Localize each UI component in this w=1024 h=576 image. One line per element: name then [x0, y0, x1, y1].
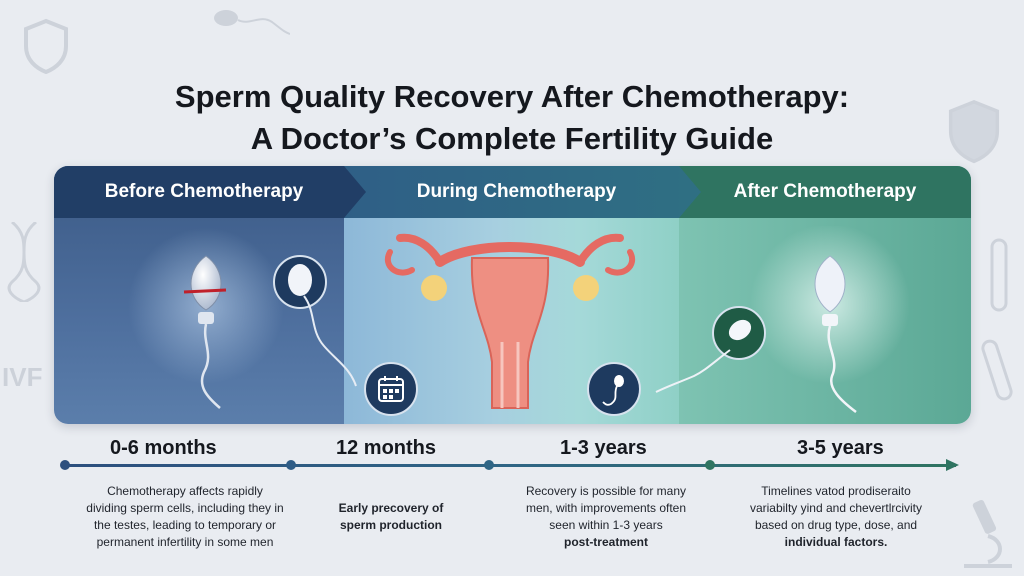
description-during-recovery: Recovery is possible for many men, with …: [525, 484, 687, 549]
sperm-icon: [587, 362, 641, 416]
ivf-label: IVF: [2, 362, 43, 392]
microscope-icon: [964, 499, 1012, 568]
title-line-1: Sperm Quality Recovery After Chemotherap…: [174, 79, 850, 114]
timeline-dot: [705, 460, 715, 470]
dna-icon: [7, 222, 41, 302]
shield-icon: [24, 18, 68, 74]
sperm-icon: [273, 255, 357, 387]
uterus-illustration: [385, 233, 635, 409]
healthy-sperm-illustration: [750, 226, 910, 413]
description-after: Timelines vatod prodiseraito variabilty …: [749, 484, 923, 549]
test-tube-icon: [981, 339, 1013, 401]
arrow-divider: [679, 166, 701, 218]
title-line-2: A Doctor’s Complete Fertility Guide: [250, 121, 774, 156]
description-before: Chemotherapy affects rapidly dividing sp…: [86, 484, 284, 549]
milestone-label: 0-6 months: [110, 437, 217, 459]
timeline-arrowhead: [946, 459, 959, 471]
test-tube-icon: [990, 238, 1008, 312]
milestone-label: 12 months: [336, 437, 437, 459]
sperm-tail: [655, 349, 731, 393]
phase-header-during: During Chemotherapy: [344, 166, 689, 218]
timeline-dot: [60, 460, 70, 470]
timeline-axis: [64, 464, 956, 467]
milestone-label: 1-3 years: [560, 437, 647, 459]
arrow-divider: [344, 166, 366, 218]
phase-header-after: After Chemotherapy: [679, 166, 971, 218]
sperm-icon: [214, 10, 290, 35]
sperm-icon: [712, 306, 766, 360]
shield-icon: [948, 99, 1000, 164]
phase-panel: Before Chemotherapy During Chemotherapy …: [54, 166, 971, 424]
page-title: Sperm Quality Recovery After Chemotherap…: [0, 76, 1024, 160]
timeline-dot: [484, 460, 494, 470]
calendar-icon: [364, 362, 418, 416]
timeline-dot: [286, 460, 296, 470]
milestone-label: 3-5 years: [797, 437, 884, 459]
description-during-early: Early precovery of sperm production: [338, 501, 444, 532]
phase-header-before: Before Chemotherapy: [54, 166, 354, 218]
damaged-sperm-illustration: [128, 228, 284, 409]
